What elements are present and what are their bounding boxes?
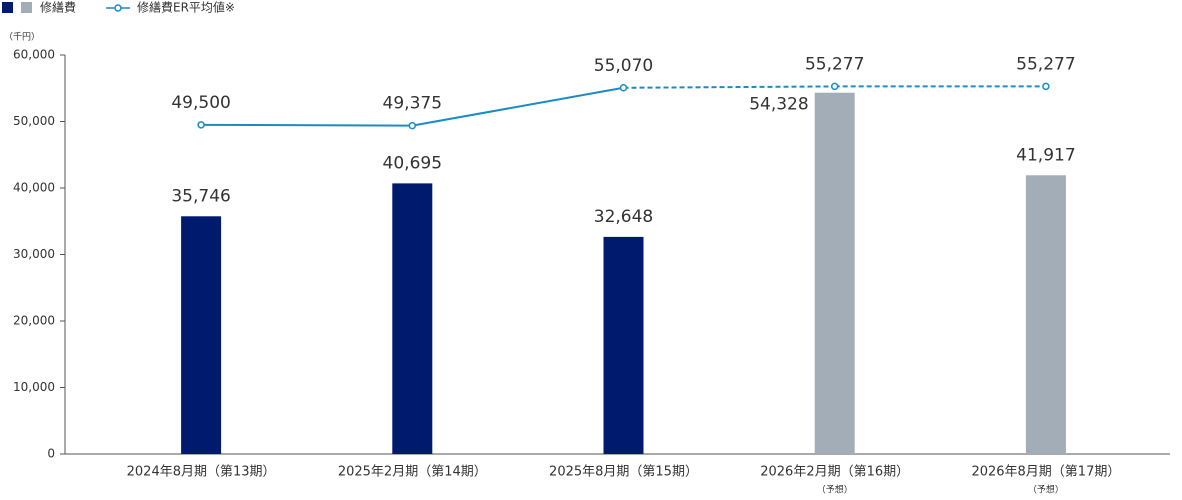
y-tick-label: 30,000 [13,247,55,261]
x-tick-label: 2026年2月期（第16期） [760,465,909,480]
bar [603,236,644,454]
x-tick-label: 2026年8月期（第17期） [971,465,1120,480]
bar-value-label: 54,328 [749,95,808,115]
line-point [1042,82,1050,91]
line-segment [201,123,413,127]
y-tick-label: 20,000 [13,314,55,328]
line-point [619,84,628,92]
legend-swatch [21,2,32,13]
y-tick-label: 50,000 [13,114,55,128]
line-point [197,121,205,129]
x-tick-note: （予想） [1028,484,1064,496]
legend-label: 修繕費 [40,0,76,15]
y-tick-label: 0 [47,447,55,461]
bar-value-label: 41,917 [1016,145,1075,165]
bar [392,183,433,455]
line-value-label: 55,070 [594,56,653,76]
y-tick-label: 60,000 [13,48,55,62]
bar-value-label: 40,695 [383,153,442,173]
bar [814,92,855,454]
line-segment [412,86,624,127]
y-tick-label: 40,000 [13,181,55,195]
bar [1025,175,1066,454]
x-tick-label: 2025年2月期（第14期） [338,465,487,480]
x-tick-note: （予想） [817,484,853,496]
legend-swatch [2,2,13,13]
bar-value-label: 35,746 [171,186,230,206]
y-tick-label: 10,000 [13,380,55,394]
bar [181,216,222,454]
line-point [408,121,417,130]
legend-label: 修繕費ER平均値※ [137,0,235,15]
x-tick-label: 2025年8月期（第15期） [549,465,698,480]
line-value-label: 49,500 [171,93,230,113]
line-value-label: 55,277 [805,54,864,74]
line-point [830,82,839,91]
line-value-label: 49,375 [383,94,442,114]
line-segment [623,85,835,89]
x-tick-label: 2024年8月期（第13期） [127,465,276,480]
line-value-label: 55,277 [1016,54,1075,74]
legend-marker [114,4,122,12]
unit-label: （千円） [4,32,40,43]
bar-value-label: 32,648 [594,207,653,227]
